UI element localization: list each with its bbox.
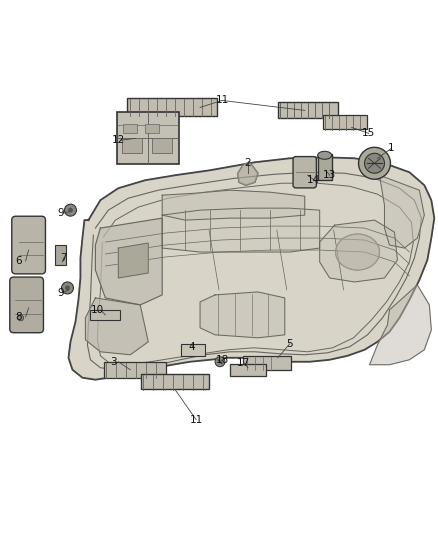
Bar (145, 124, 159, 133)
Circle shape (215, 357, 225, 367)
Bar (122, 138, 142, 153)
Text: 11: 11 (215, 95, 229, 106)
Circle shape (65, 286, 70, 290)
Text: 18: 18 (215, 355, 229, 365)
Text: 4: 4 (189, 342, 195, 352)
Polygon shape (85, 298, 148, 355)
Bar (318, 154, 332, 180)
Bar (230, 364, 266, 376)
Polygon shape (68, 157, 434, 379)
Circle shape (364, 154, 385, 173)
Bar (323, 116, 367, 130)
Text: 1: 1 (388, 143, 395, 154)
FancyBboxPatch shape (12, 216, 46, 274)
Polygon shape (336, 234, 379, 270)
Text: 2: 2 (244, 158, 251, 168)
Bar (181, 344, 205, 356)
Text: 17: 17 (237, 358, 251, 368)
Ellipse shape (318, 151, 332, 159)
Text: 3: 3 (110, 357, 117, 367)
Text: 15: 15 (362, 128, 375, 139)
Bar (152, 138, 172, 153)
Text: 7: 7 (60, 253, 67, 263)
Bar (124, 124, 137, 133)
Text: 9: 9 (57, 208, 64, 218)
Polygon shape (238, 162, 258, 185)
Circle shape (61, 282, 74, 294)
Polygon shape (118, 243, 148, 278)
Text: 10: 10 (91, 305, 104, 315)
Bar (243, 356, 291, 370)
Text: 6: 6 (15, 256, 22, 266)
Bar (104, 362, 166, 378)
Text: 5: 5 (286, 339, 293, 349)
Polygon shape (200, 292, 285, 338)
FancyBboxPatch shape (293, 157, 316, 188)
Bar (127, 99, 217, 116)
Circle shape (68, 208, 73, 213)
Text: 11: 11 (190, 415, 203, 425)
Circle shape (359, 147, 390, 179)
Polygon shape (95, 218, 162, 305)
Polygon shape (162, 190, 305, 220)
Polygon shape (370, 285, 431, 365)
FancyBboxPatch shape (10, 277, 43, 333)
Text: 14: 14 (307, 175, 320, 185)
Bar (141, 374, 209, 389)
Polygon shape (162, 208, 320, 252)
Bar (117, 112, 179, 164)
Text: 13: 13 (323, 170, 336, 180)
Bar (278, 102, 338, 118)
Circle shape (64, 204, 77, 216)
Polygon shape (379, 175, 424, 248)
Text: 12: 12 (112, 135, 125, 146)
Bar (90, 310, 120, 320)
Bar (54, 245, 67, 265)
Circle shape (18, 315, 24, 321)
Text: 9: 9 (57, 288, 64, 298)
Text: 8: 8 (15, 312, 22, 322)
Polygon shape (320, 220, 397, 282)
